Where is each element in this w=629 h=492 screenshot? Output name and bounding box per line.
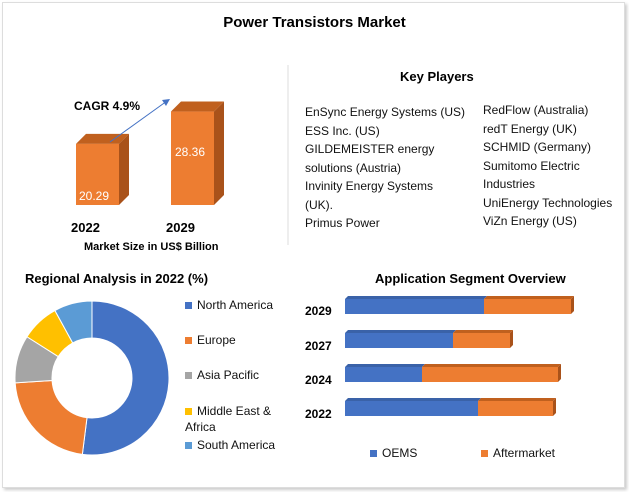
bar-top [171,101,224,112]
legend-asia-pacific: Asia Pacific [185,368,259,382]
bar-top [345,364,425,367]
legend-north-america: North America [185,298,273,312]
bar-oems-2024 [345,367,422,382]
bar-aftermarket-2027 [453,333,510,348]
bar-label-2029: 28.36 [175,145,206,159]
app-year: 2029 [305,304,332,318]
market-size-label: Market Size in US$ Billion [84,241,219,253]
bar-side [510,330,513,348]
bar-2022 [76,143,119,205]
bar-aftermarket-2024 [422,367,558,382]
cagr-arrow [109,100,168,143]
bar-top [345,398,481,401]
year-2029: 2029 [166,220,195,235]
bar-aftermarket-2029 [484,299,571,314]
player: ViZn Energy (US) [483,214,577,228]
app-year: 2027 [305,339,332,353]
bar-aftermarket-2022 [478,401,553,416]
bar-oems-2027 [345,333,453,348]
bar-label-2022: 20.29 [79,189,110,203]
donut-slice-0 [81,300,170,456]
key-players-left: EnSync Energy Systems (US) ESS Inc. (US)… [305,103,465,233]
bar-side [214,101,224,205]
key-players-right: RedFlow (Australia) redT Energy (UK) SCH… [483,101,612,231]
bar-oems-2029 [345,299,484,314]
player: (UK). [305,197,333,212]
player: solutions (Austria) [305,160,402,175]
donut-slice-4 [54,300,93,344]
player: SCHMID (Germany) [483,140,592,154]
bar-top [422,364,561,367]
bar-top [345,296,487,299]
bar-side [571,296,574,314]
player: ESS Inc. (US) [305,123,380,138]
bar-side [558,364,561,382]
player: Primus Power [305,216,380,230]
player: GILDEMEISTER energy [305,142,435,156]
player: Sumitomo Electric [483,158,580,173]
app-year: 2024 [305,373,332,387]
player: EnSync Energy Systems (US) [305,105,466,119]
player: UniEnergy Technologies [483,195,613,210]
year-2022: 2022 [71,220,100,235]
frame [2,2,625,488]
legend-oems: OEMS [370,446,417,460]
donut-slice-1 [14,379,88,455]
bar-top [484,296,574,299]
bar-oems-2022 [345,401,478,416]
player: RedFlow (Australia) [483,103,589,117]
app-year: 2022 [305,407,332,421]
bar-top [76,133,129,144]
key-players-title: Key Players [400,69,474,84]
bar-side [119,133,129,205]
cagr-arrowhead [162,99,170,106]
app-title: Application Segment Overview [375,271,566,286]
player: redT Energy (UK) [483,121,577,136]
bar-top [478,398,556,401]
regional-title: Regional Analysis in 2022 (%) [25,271,209,286]
player: Industries [483,177,536,191]
legend-europe: Europe [185,333,236,347]
page-title: Power Transistors Market [223,14,406,31]
bar-side [553,398,556,416]
cagr-label: CAGR 4.9% [74,99,141,113]
legend-south-america: South America [185,438,275,452]
bar-top [453,330,513,333]
player: Invinity Energy Systems [305,179,434,193]
bar-2029 [171,111,214,205]
bar-top [345,330,456,333]
legend-mea: Middle East & Africa [185,404,272,434]
legend-aftermarket: Aftermarket [481,446,555,460]
